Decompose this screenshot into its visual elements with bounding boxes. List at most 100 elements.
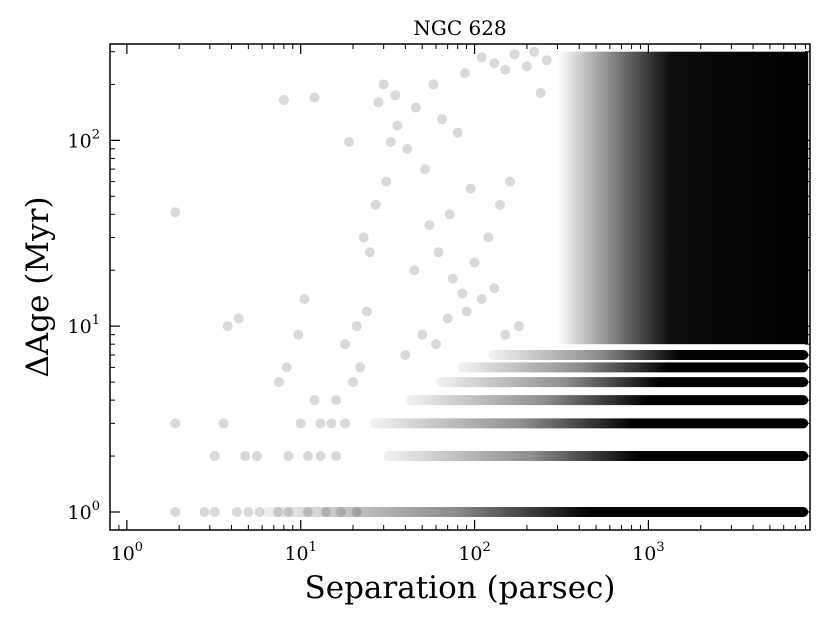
age-band bbox=[369, 418, 809, 429]
data-point bbox=[335, 506, 346, 517]
data-point bbox=[442, 313, 453, 324]
data-point bbox=[231, 506, 242, 517]
data-point bbox=[272, 506, 283, 517]
data-point bbox=[344, 136, 355, 147]
data-point bbox=[373, 97, 384, 108]
data-point bbox=[283, 451, 294, 462]
data-point bbox=[340, 339, 351, 350]
data-point bbox=[364, 247, 375, 258]
data-point bbox=[299, 294, 310, 305]
data-point bbox=[433, 247, 444, 258]
chart-title: NGC 628 bbox=[413, 16, 506, 40]
data-point bbox=[535, 87, 546, 98]
data-point bbox=[461, 306, 472, 317]
data-point bbox=[370, 199, 381, 210]
y-axis-ticks: 100 101 102 bbox=[68, 51, 810, 524]
data-point bbox=[315, 418, 326, 429]
data-point bbox=[199, 506, 210, 517]
data-point bbox=[222, 321, 233, 332]
data-point bbox=[513, 321, 524, 332]
data-point bbox=[390, 90, 401, 101]
data-point bbox=[378, 79, 389, 90]
data-point bbox=[483, 232, 494, 243]
data-point bbox=[509, 49, 520, 60]
data-point bbox=[254, 506, 265, 517]
data-point bbox=[240, 451, 251, 462]
data-point bbox=[437, 114, 448, 125]
data-point bbox=[273, 377, 284, 388]
data-point bbox=[529, 46, 540, 57]
data-point bbox=[385, 136, 396, 147]
data-point bbox=[321, 506, 332, 517]
data-point bbox=[170, 506, 181, 517]
age-band bbox=[435, 377, 809, 388]
data-point bbox=[278, 94, 289, 105]
data-point bbox=[293, 329, 304, 340]
data-point bbox=[447, 273, 458, 284]
data-point bbox=[218, 418, 229, 429]
data-point bbox=[420, 164, 431, 175]
data-point bbox=[402, 143, 413, 154]
data-point bbox=[428, 79, 439, 90]
data-point bbox=[430, 339, 441, 350]
data-point bbox=[340, 418, 351, 429]
data-point bbox=[417, 329, 428, 340]
data-point bbox=[424, 220, 435, 231]
data-point bbox=[521, 61, 532, 72]
data-point bbox=[410, 102, 421, 113]
data-point bbox=[459, 68, 470, 79]
x-axis-label: Separation (parsec) bbox=[304, 570, 615, 606]
data-point bbox=[351, 506, 362, 517]
x-tick-label: 102 bbox=[458, 540, 490, 565]
data-point bbox=[283, 506, 294, 517]
age-band bbox=[383, 451, 809, 462]
x-tick-label: 101 bbox=[284, 540, 316, 565]
data-point bbox=[489, 283, 500, 294]
data-point bbox=[469, 257, 480, 268]
data-point bbox=[355, 362, 366, 373]
data-point bbox=[326, 418, 337, 429]
data-point bbox=[392, 120, 403, 131]
data-point bbox=[409, 265, 420, 276]
data-point bbox=[209, 506, 220, 517]
dense-region bbox=[557, 51, 809, 345]
age-band bbox=[457, 362, 809, 373]
data-point bbox=[358, 232, 369, 243]
data-point bbox=[209, 451, 220, 462]
data-point bbox=[500, 329, 511, 340]
data-point bbox=[476, 294, 487, 305]
data-point bbox=[505, 176, 516, 187]
data-point bbox=[331, 451, 342, 462]
dense-point-cloud bbox=[557, 51, 809, 345]
x-tick-label: 103 bbox=[632, 540, 664, 565]
data-point bbox=[351, 321, 362, 332]
data-point bbox=[331, 395, 342, 406]
data-point bbox=[361, 306, 372, 317]
data-point bbox=[452, 127, 463, 138]
plot-frame bbox=[109, 43, 811, 531]
age-band bbox=[488, 349, 809, 360]
data-point bbox=[541, 55, 552, 66]
plot-area bbox=[170, 46, 809, 517]
data-point bbox=[444, 209, 455, 220]
data-point bbox=[476, 52, 487, 63]
age-band bbox=[405, 395, 809, 406]
data-point bbox=[457, 288, 468, 299]
y-tick-label: 100 bbox=[68, 499, 100, 524]
data-point bbox=[170, 207, 181, 218]
scatter-points bbox=[170, 46, 552, 517]
data-point bbox=[315, 451, 326, 462]
x-tick-label: 100 bbox=[111, 540, 143, 565]
x-axis-ticks: 100 101 102 103 bbox=[111, 44, 806, 565]
data-point bbox=[348, 377, 359, 388]
data-point bbox=[295, 418, 306, 429]
y-tick-label: 102 bbox=[68, 127, 100, 152]
data-point bbox=[170, 418, 181, 429]
data-point bbox=[243, 506, 254, 517]
data-point bbox=[489, 58, 500, 69]
data-point bbox=[309, 92, 320, 103]
data-point bbox=[302, 451, 313, 462]
data-point bbox=[251, 451, 262, 462]
data-point bbox=[465, 183, 476, 194]
